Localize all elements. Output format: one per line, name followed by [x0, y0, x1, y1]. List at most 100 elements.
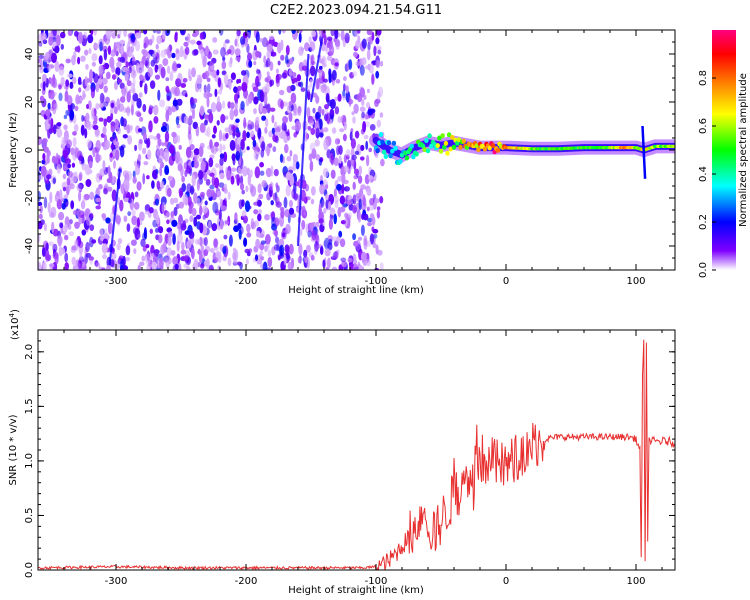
noise-cell [235, 56, 241, 62]
noise-cell [371, 31, 375, 41]
noise-cell [181, 242, 185, 250]
noise-cell [62, 186, 67, 192]
noise-cell [286, 246, 290, 259]
noise-cell [227, 191, 231, 200]
noise-cell [109, 152, 113, 158]
noise-cell [98, 117, 104, 122]
noise-cell [135, 164, 141, 176]
noise-cell [291, 30, 296, 34]
noise-cell [89, 212, 94, 220]
noise-cell [252, 139, 257, 148]
noise-cell [358, 236, 363, 241]
noise-cell [52, 30, 57, 37]
signal-cell [383, 154, 388, 160]
noise-cell [125, 61, 129, 68]
noise-cell [377, 249, 383, 256]
noise-cell [132, 175, 137, 184]
noise-cell [272, 146, 277, 153]
noise-cell [183, 263, 189, 269]
noise-cell [310, 127, 316, 136]
noise-cell [85, 112, 90, 123]
noise-cell [344, 212, 349, 218]
noise-cell [226, 49, 232, 55]
noise-cell [148, 107, 153, 115]
noise-cell [69, 109, 75, 121]
noise-cell [285, 184, 291, 197]
noise-cell [199, 222, 204, 234]
noise-cell [293, 193, 298, 201]
noise-cell [127, 135, 133, 145]
noise-cell [92, 124, 99, 130]
noise-cell [379, 262, 384, 270]
noise-cell [123, 197, 130, 202]
noise-cell [164, 148, 169, 160]
noise-cell [364, 65, 371, 70]
noise-cell [238, 78, 241, 84]
noise-cell [58, 246, 63, 257]
noise-cell [156, 133, 161, 140]
noise-cell [54, 60, 60, 73]
noise-cell [260, 256, 265, 261]
noise-cell [238, 229, 242, 240]
noise-cell [42, 247, 46, 257]
noise-cell [240, 182, 244, 191]
noise-cell [228, 79, 232, 91]
noise-cell [119, 199, 124, 212]
noise-cell [80, 124, 85, 136]
noise-cell [39, 95, 45, 102]
noise-cell [328, 238, 333, 246]
noise-cell [146, 249, 150, 262]
noise-cell [160, 161, 165, 169]
noise-cell [208, 220, 212, 230]
noise-cell [213, 238, 218, 248]
noise-cell [282, 116, 288, 124]
noise-cell [232, 247, 237, 253]
noise-cell [38, 54, 44, 60]
noise-cell [275, 73, 280, 84]
noise-cell [234, 38, 238, 47]
noise-cell [161, 125, 167, 132]
noise-cell [215, 163, 220, 168]
noise-cell [288, 207, 295, 215]
noise-cell [209, 184, 215, 190]
noise-cell [353, 266, 360, 270]
noise-cell [233, 108, 239, 117]
noise-cell [212, 49, 219, 55]
noise-cell [324, 104, 329, 110]
noise-cell [84, 128, 88, 139]
snr-axes: -300 -200 -100 0 100 0.0 0.5 1.0 1.5 2.0 [24, 329, 675, 587]
noise-cell [116, 127, 121, 135]
noise-cell [172, 233, 176, 245]
noise-cell [158, 64, 163, 69]
noise-cell [310, 254, 315, 261]
noise-cell [66, 177, 71, 186]
noise-cell [112, 149, 116, 157]
noise-cell [64, 252, 69, 263]
noise-cell [277, 60, 281, 66]
colorbar-gradient [712, 30, 736, 270]
noise-cell [46, 152, 50, 164]
noise-cell [95, 153, 100, 163]
noise-cell [259, 250, 264, 255]
noise-cell [247, 123, 253, 131]
noise-cell [130, 239, 137, 246]
noise-cell [132, 92, 139, 102]
noise-cell [203, 114, 210, 119]
noise-cell [283, 254, 287, 266]
noise-cell [110, 121, 116, 133]
noise-cell [216, 120, 220, 126]
noise-cell [266, 103, 271, 114]
y-tick-label: -40 [24, 238, 35, 254]
noise-cell [182, 78, 188, 83]
noise-cell [253, 209, 259, 215]
noise-cell [95, 139, 101, 152]
signal-cell [435, 143, 440, 149]
noise-cell [73, 124, 79, 132]
noise-cell [217, 95, 220, 107]
noise-cell [191, 49, 198, 56]
noise-cell [329, 98, 336, 110]
noise-cell [152, 169, 158, 180]
noise-cell [137, 153, 142, 162]
noise-cell [141, 55, 147, 65]
noise-cell [166, 65, 171, 75]
